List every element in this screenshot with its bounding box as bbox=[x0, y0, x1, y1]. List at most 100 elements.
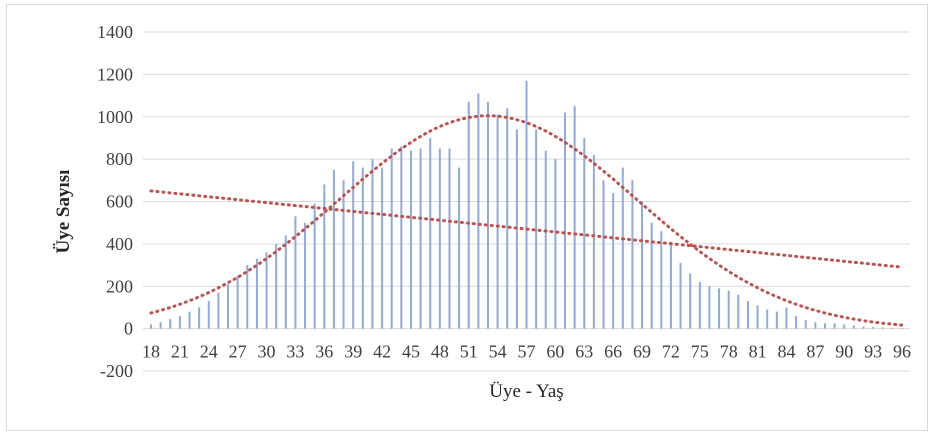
x-tick-label: 72 bbox=[662, 342, 680, 362]
bar bbox=[477, 93, 480, 329]
bar bbox=[467, 101, 470, 329]
bar bbox=[708, 286, 711, 329]
x-tick-label: 60 bbox=[546, 342, 564, 362]
bar bbox=[236, 275, 239, 329]
x-tick-label: 54 bbox=[489, 342, 507, 362]
bar bbox=[823, 323, 826, 329]
x-tick-label: 30 bbox=[258, 342, 276, 362]
x-tick-label: 36 bbox=[315, 342, 333, 362]
bar bbox=[284, 235, 287, 329]
y-tick-label: 600 bbox=[106, 192, 133, 212]
x-tick-label: 33 bbox=[286, 342, 304, 362]
bar bbox=[304, 222, 307, 329]
chart-frame: -200 0 200 400 600 800 1000 1200 1400 18 21 24 27 30… bbox=[6, 4, 928, 431]
polynomial-trendline bbox=[149, 114, 904, 327]
bar bbox=[294, 216, 297, 329]
bar bbox=[275, 243, 278, 329]
bar bbox=[564, 112, 567, 329]
y-tick-label: 1200 bbox=[97, 64, 133, 84]
bar bbox=[265, 252, 268, 329]
y-tick-labels: -200 0 200 400 600 800 1000 1200 1400 bbox=[97, 22, 133, 381]
bar bbox=[188, 311, 191, 329]
y-tick-label: 200 bbox=[106, 276, 133, 296]
bar bbox=[506, 108, 509, 329]
bar bbox=[217, 292, 220, 329]
linear-trendline bbox=[149, 189, 904, 269]
bar bbox=[583, 137, 586, 329]
bar bbox=[525, 80, 528, 329]
bar bbox=[255, 258, 258, 329]
y-tick-label: 1400 bbox=[97, 22, 133, 42]
bar bbox=[361, 167, 364, 329]
bar bbox=[737, 294, 740, 329]
bar bbox=[612, 193, 615, 329]
bar bbox=[766, 309, 769, 329]
bar bbox=[862, 326, 865, 329]
bar bbox=[419, 148, 422, 329]
trendlines bbox=[149, 114, 904, 327]
x-tick-label: 18 bbox=[142, 342, 160, 362]
x-tick-label: 39 bbox=[344, 342, 362, 362]
bar bbox=[669, 241, 672, 329]
bar bbox=[438, 148, 441, 329]
x-tick-label: 57 bbox=[518, 342, 536, 362]
x-tick-label: 42 bbox=[373, 342, 391, 362]
bar bbox=[198, 307, 201, 329]
bars bbox=[150, 80, 903, 329]
bar bbox=[486, 101, 489, 329]
x-tick-label: 63 bbox=[575, 342, 593, 362]
bar-chart: -200 0 200 400 600 800 1000 1200 1400 18 21 24 27 30… bbox=[53, 22, 911, 402]
x-tick-label: 27 bbox=[229, 342, 247, 362]
bar bbox=[727, 290, 730, 329]
x-tick-label: 93 bbox=[864, 342, 882, 362]
bar bbox=[602, 180, 605, 329]
bar bbox=[246, 265, 249, 329]
bar bbox=[621, 167, 624, 329]
x-tick-label: 75 bbox=[691, 342, 709, 362]
bar bbox=[429, 137, 432, 329]
x-tick-label: 84 bbox=[777, 342, 795, 362]
x-axis-title: Üye - Yaş bbox=[489, 381, 563, 402]
bar bbox=[718, 288, 721, 329]
bar bbox=[332, 169, 335, 329]
x-tick-label: 45 bbox=[402, 342, 420, 362]
bar bbox=[814, 322, 817, 329]
bar bbox=[689, 273, 692, 329]
bar bbox=[775, 311, 778, 329]
bar bbox=[207, 301, 210, 329]
y-tick-label: 400 bbox=[106, 234, 133, 254]
bar bbox=[169, 319, 172, 329]
bar bbox=[496, 114, 499, 329]
bar bbox=[554, 159, 557, 329]
bar bbox=[631, 180, 634, 329]
x-tick-label: 78 bbox=[720, 342, 738, 362]
bar bbox=[641, 201, 644, 329]
y-axis-title: Üye Sayısı bbox=[53, 170, 74, 254]
bar bbox=[535, 129, 538, 329]
x-tick-label: 66 bbox=[604, 342, 622, 362]
bar bbox=[698, 282, 701, 329]
bar bbox=[804, 320, 807, 329]
bar bbox=[573, 106, 576, 329]
bar bbox=[756, 305, 759, 329]
bar bbox=[592, 154, 595, 329]
bar bbox=[458, 167, 461, 329]
bar bbox=[544, 150, 547, 329]
x-tick-labels: 18 21 24 27 30 33 36 39 42 45 48 51 54 57 60 63 66 69 72 75… bbox=[142, 342, 911, 362]
x-tick-label: 24 bbox=[200, 342, 218, 362]
y-tick-label: 1000 bbox=[97, 107, 133, 127]
bar bbox=[381, 167, 384, 329]
bar bbox=[342, 180, 345, 329]
bar bbox=[150, 324, 152, 329]
x-tick-label: 87 bbox=[806, 342, 824, 362]
bar bbox=[785, 307, 788, 329]
bar bbox=[178, 315, 181, 329]
bar bbox=[159, 322, 162, 329]
x-tick-label: 51 bbox=[460, 342, 478, 362]
bar bbox=[660, 231, 663, 329]
bar bbox=[795, 315, 798, 329]
bar bbox=[891, 327, 894, 329]
x-tick-label: 81 bbox=[749, 342, 767, 362]
bar bbox=[352, 161, 355, 329]
x-tick-label: 69 bbox=[633, 342, 651, 362]
